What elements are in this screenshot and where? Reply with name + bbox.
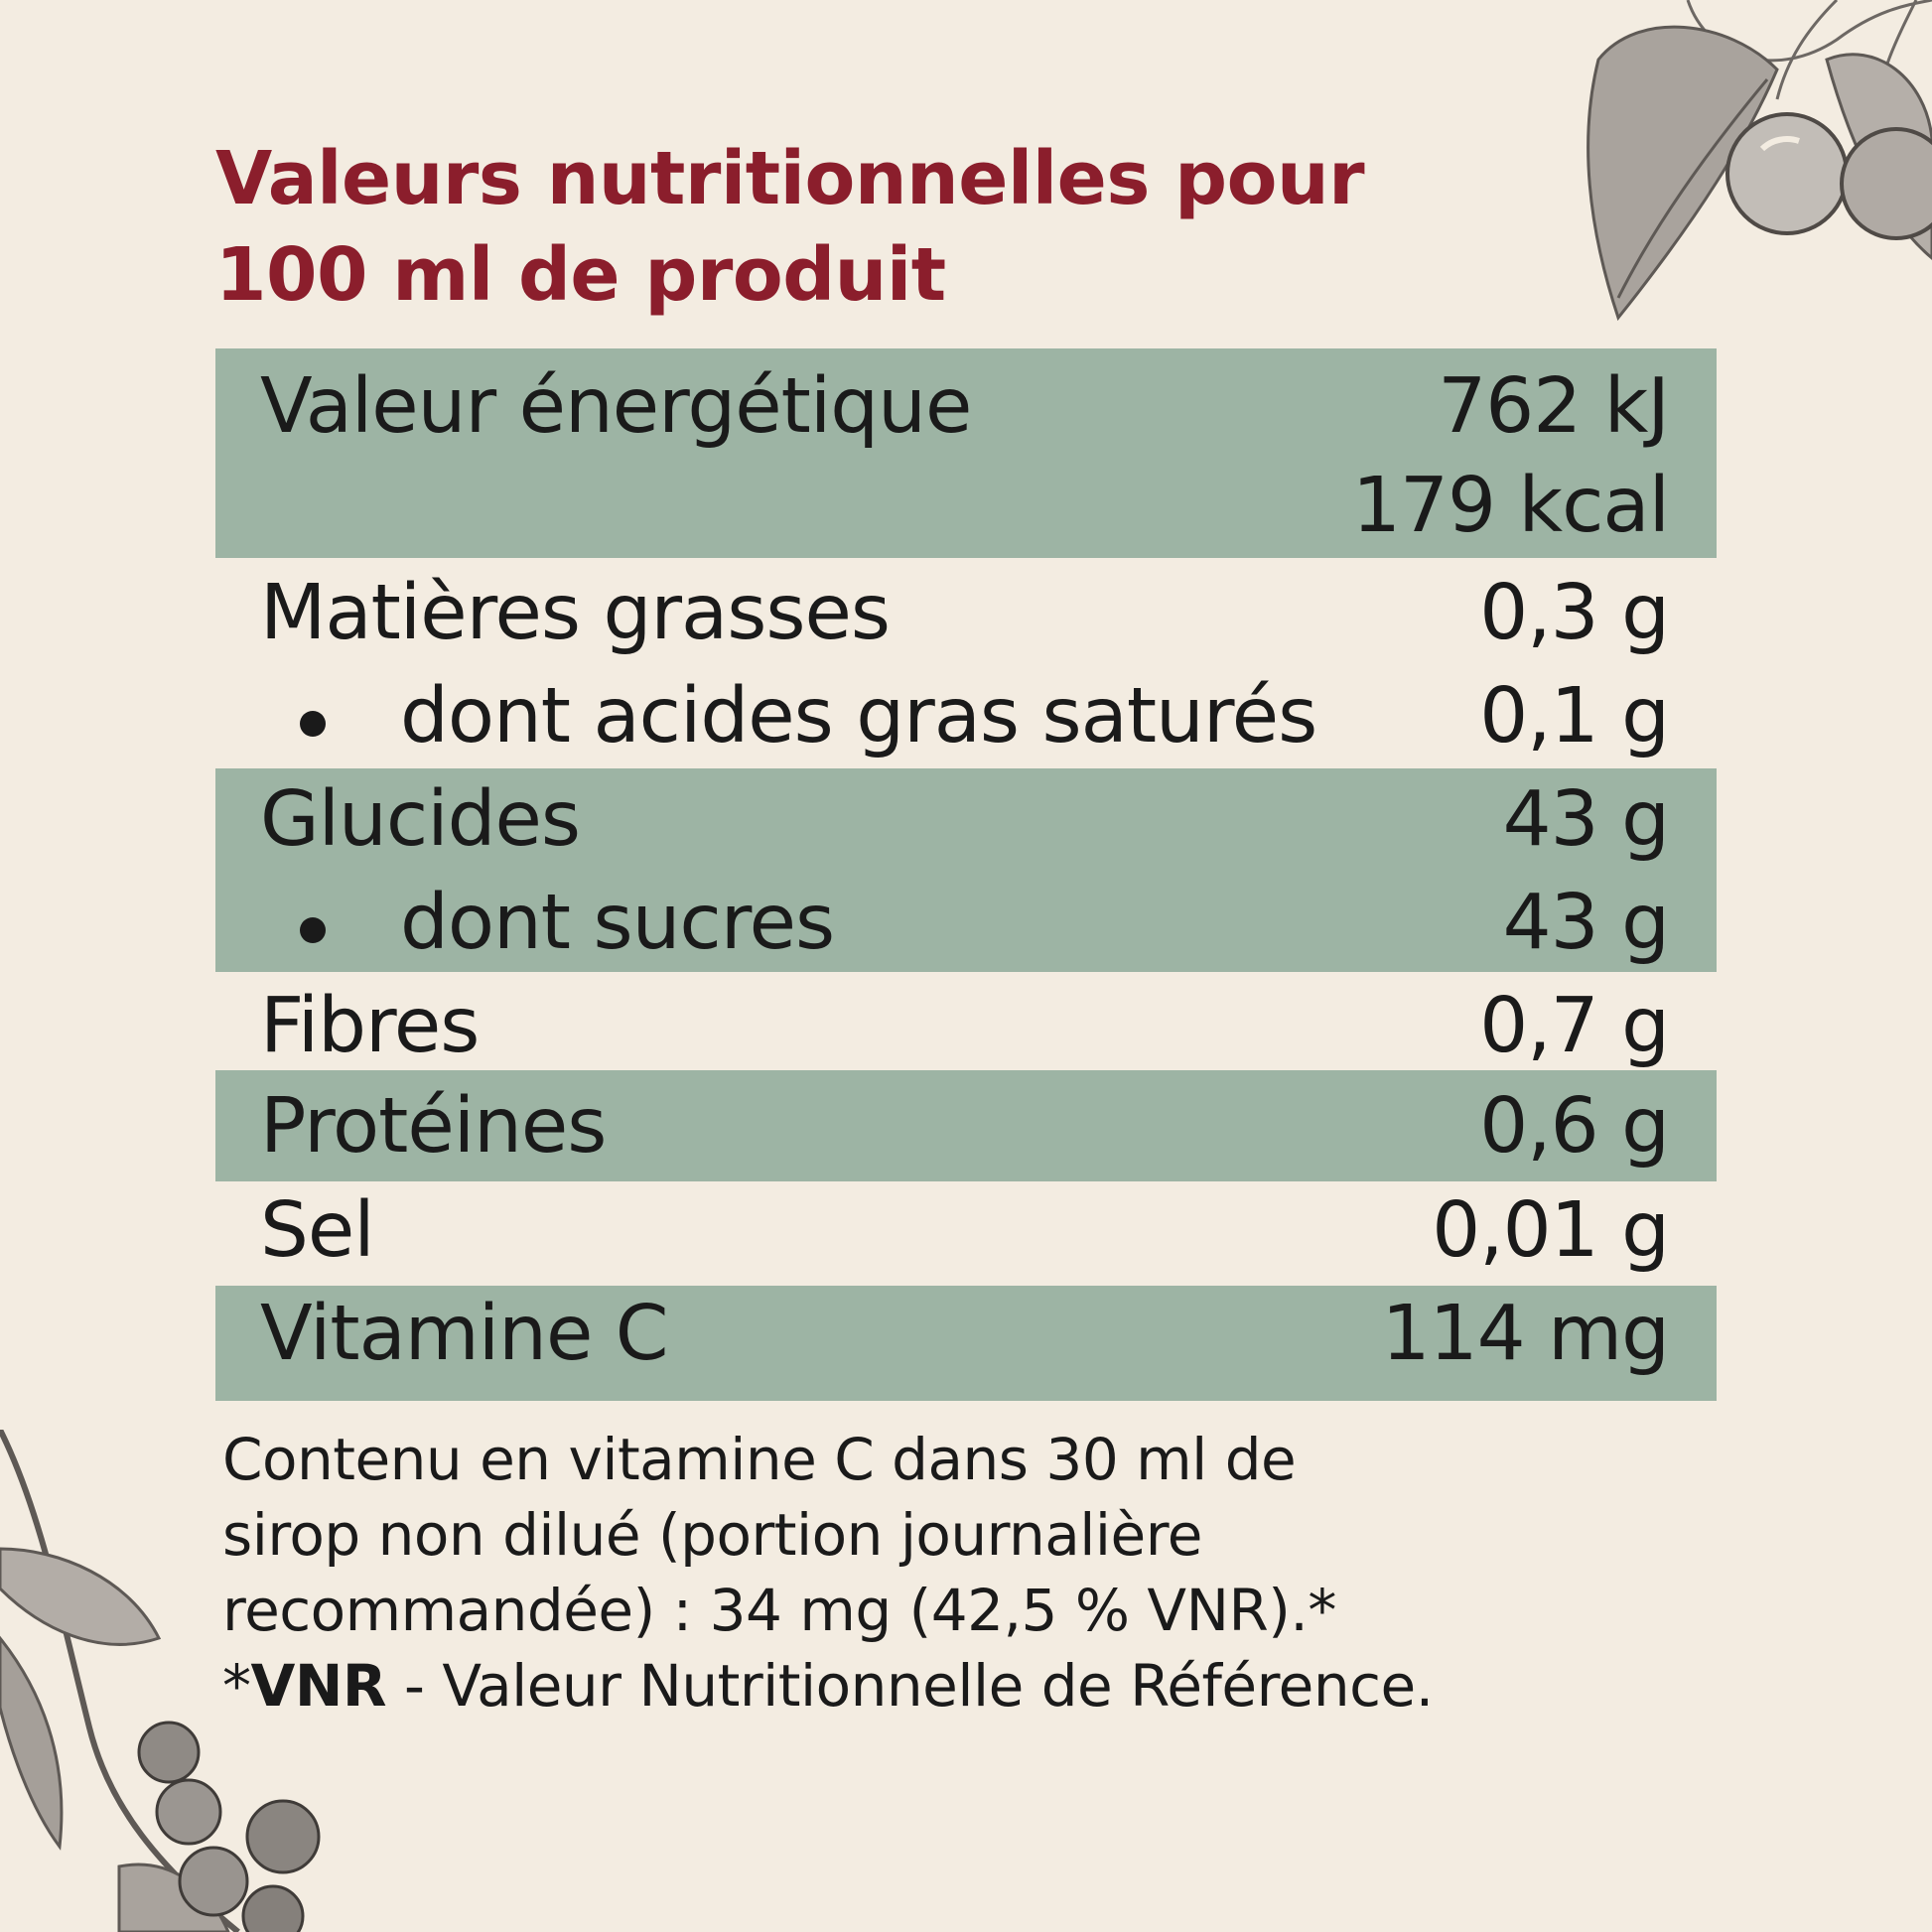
cherry-branch-illustration-bottom-left	[0, 1430, 321, 1932]
row-value-vitamin-c: 114 mg	[1381, 1290, 1670, 1378]
row-value-sugars: 43 g	[1502, 879, 1670, 967]
row-label-energy: Valeur énergétique	[260, 362, 972, 451]
row-value-energy-kj: 762 kJ	[1438, 362, 1670, 451]
row-label-fat: Matières grasses	[260, 569, 891, 657]
row-label-proteins: Protéines	[260, 1082, 607, 1171]
cherry-branch-illustration-top-right	[1587, 0, 1932, 322]
vnr-definition-text: - Valeur Nutritionnelle de Référence.	[386, 1652, 1434, 1720]
row-band-proteines	[215, 1070, 1717, 1181]
row-label-vitamin-c: Vitamine C	[260, 1290, 669, 1378]
row-band-vitamine-c	[215, 1286, 1717, 1401]
row-label-salt: Sel	[260, 1186, 375, 1275]
vnr-abbreviation: VNR	[250, 1652, 387, 1720]
row-value-fat: 0,3 g	[1479, 569, 1670, 657]
row-value-saturated-fat: 0,1 g	[1479, 672, 1670, 760]
footnote-line-2: sirop non dilué (portion journalière	[222, 1501, 1202, 1569]
row-band-glucides	[215, 768, 1717, 972]
row-value-fibres: 0,7 g	[1479, 982, 1670, 1070]
row-value-proteins: 0,6 g	[1479, 1082, 1670, 1171]
row-value-salt: 0,01 g	[1432, 1186, 1670, 1275]
footnote-vnr-definition: *VNR - Valeur Nutritionnelle de Référenc…	[222, 1648, 1771, 1724]
row-value-energy-kcal: 179 kcal	[1352, 462, 1670, 550]
bullet-icon	[300, 711, 326, 737]
footnote-line-1: Contenu en vitamine C dans 30 ml de	[222, 1426, 1297, 1493]
vnr-asterisk: *	[222, 1652, 251, 1720]
row-label-sugars: dont sucres	[400, 879, 835, 967]
title-line-2: 100 ml de produit	[215, 232, 946, 318]
footnote: Contenu en vitamine C dans 30 ml de siro…	[222, 1422, 1771, 1724]
row-label-carbs: Glucides	[260, 775, 581, 864]
row-value-carbs: 43 g	[1502, 775, 1670, 864]
title-line-1: Valeurs nutritionnelles pour	[215, 136, 1365, 221]
row-label-saturated-fat: dont acides gras saturés	[400, 672, 1317, 760]
row-label-fibres: Fibres	[260, 982, 480, 1070]
row-band-energy	[215, 348, 1717, 558]
footnote-line-3: recommandée) : 34 mg (42,5 % VNR).*	[222, 1577, 1336, 1644]
page-title: Valeurs nutritionnelles pour 100 ml de p…	[215, 131, 1506, 324]
bullet-icon	[300, 917, 326, 943]
